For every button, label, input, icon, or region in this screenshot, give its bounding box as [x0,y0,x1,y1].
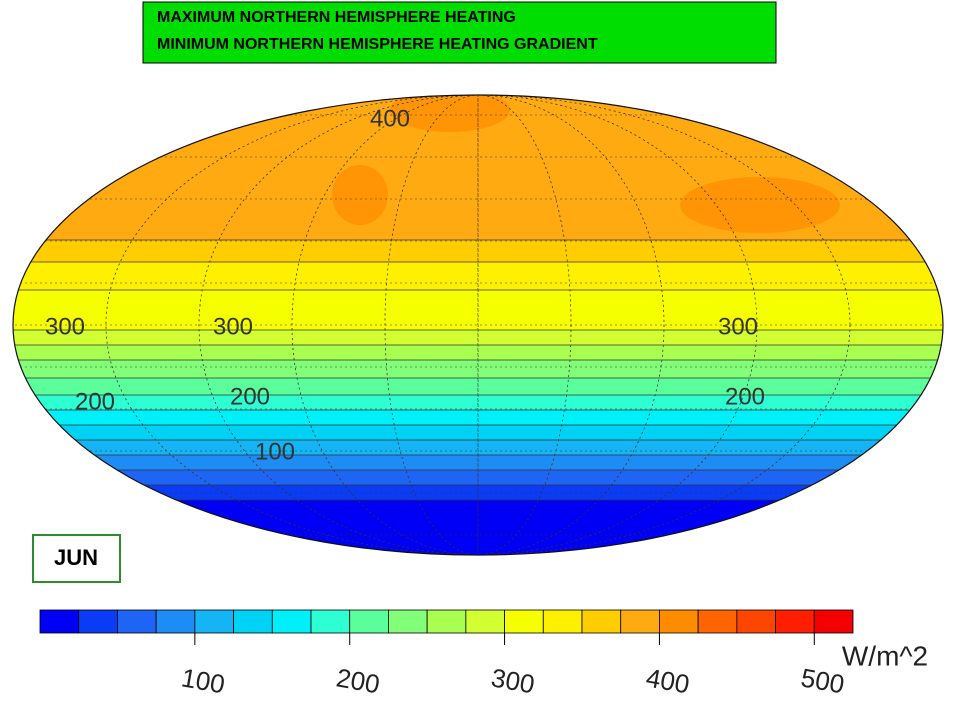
contour-label: 200 [230,383,270,410]
colorbar-segment [582,610,621,633]
colorbar-segment [814,610,853,633]
colorbar-segment [117,610,156,633]
contour-label: 200 [725,383,765,410]
colorbar-unit: W/m^2 [842,640,928,671]
heating-band [0,410,960,425]
heating-band [0,345,960,360]
contour-label: 400 [370,105,410,132]
contour-label: 100 [255,438,295,465]
colorbar-tick-label: 500 [799,662,847,699]
contour-label: 300 [45,313,85,340]
colorbar-segment [505,610,544,633]
colorbar-segment [776,610,815,633]
heating-band [0,262,960,290]
heating-band [0,455,960,470]
colorbar-tick-label: 300 [489,662,537,699]
heating-band [0,290,960,330]
colorbar-segment [466,610,505,633]
header-line: MAXIMUM NORTHERN HEMISPHERE HEATING [157,9,516,26]
map [0,80,960,570]
colorbar-segment [311,610,350,633]
heating-band [0,440,960,455]
colorbar-segment [698,610,737,633]
heating-band [0,378,960,395]
contour-label: 200 [75,388,115,415]
heating-band [0,360,960,378]
heating-band [0,425,960,440]
colorbar-segment [79,610,118,633]
colorbar-segment [427,610,466,633]
heating-patch [680,177,840,233]
colorbar-segment [621,610,660,633]
contour-label: 300 [213,313,253,340]
colorbar-segment [195,610,234,633]
colorbar-tick-label: 400 [644,662,692,699]
colorbar-segment [40,610,79,633]
colorbar-segment [543,610,582,633]
heating-band [0,395,960,410]
colorbar-tick-label: 100 [179,662,227,699]
colorbar-tick-label: 200 [334,662,382,699]
heating-band [0,240,960,262]
heating-patch [332,165,388,225]
heating-band [0,330,960,345]
colorbar-segment [388,610,427,633]
contour-label: 300 [718,313,758,340]
colorbar-segment [234,610,273,633]
colorbar-segment [659,610,698,633]
heating-band [0,485,960,500]
colorbar-segment [737,610,776,633]
header-line: MINIMUM NORTHERN HEMISPHERE HEATING GRAD… [157,36,598,53]
colorbar-segment [272,610,311,633]
month-label: JUN [54,545,98,570]
colorbar-segment [350,610,389,633]
colorbar-segment [156,610,195,633]
